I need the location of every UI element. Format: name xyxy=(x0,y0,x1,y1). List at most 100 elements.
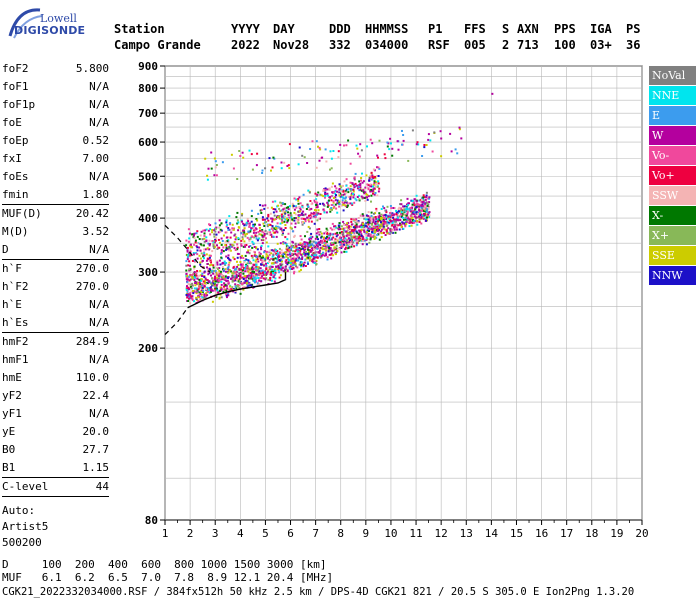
echo-point xyxy=(252,231,255,234)
echo-point xyxy=(336,250,339,253)
echo-point xyxy=(217,238,220,241)
echo-point xyxy=(419,198,422,201)
echo-point xyxy=(397,211,400,214)
echo-point xyxy=(238,272,241,275)
echo-point xyxy=(364,191,367,194)
param-group-confidence: C-level 44 xyxy=(2,478,109,496)
echo-point xyxy=(303,252,306,255)
echo-point xyxy=(370,227,373,230)
echo-point xyxy=(354,172,357,175)
echo-point xyxy=(241,238,244,241)
echo-point xyxy=(339,185,342,187)
echo-point xyxy=(222,275,225,278)
echo-point xyxy=(408,209,411,212)
echo-point xyxy=(406,220,409,223)
echo-point xyxy=(359,143,362,146)
echo-point xyxy=(284,218,287,221)
echo-point xyxy=(186,276,189,279)
echo-point xyxy=(344,201,346,204)
echo-point xyxy=(298,257,301,260)
echo-point xyxy=(247,270,250,273)
echo-point xyxy=(232,276,235,279)
echo-point xyxy=(304,241,307,244)
echo-point xyxy=(369,233,372,236)
echo-point xyxy=(428,216,431,219)
echo-point xyxy=(288,246,291,249)
echo-point xyxy=(399,223,402,226)
echo-point xyxy=(402,134,405,136)
echo-point xyxy=(274,269,277,272)
echo-point xyxy=(233,247,236,250)
echo-point xyxy=(374,185,377,188)
echo-point xyxy=(246,262,249,265)
echo-point xyxy=(255,218,258,220)
echo-point xyxy=(268,260,271,263)
echo-point xyxy=(293,208,296,211)
echo-point xyxy=(352,196,355,199)
echo-point xyxy=(206,178,209,181)
echo-point xyxy=(193,267,196,270)
echo-point xyxy=(255,265,258,268)
x-tick-label: 2 xyxy=(187,527,194,540)
echo-point xyxy=(372,225,375,228)
echo-point xyxy=(238,286,241,289)
echo-point xyxy=(330,207,333,209)
echo-point xyxy=(196,257,199,260)
echo-point xyxy=(194,241,197,244)
echo-point xyxy=(243,281,246,284)
echo-point xyxy=(201,291,204,294)
echo-point xyxy=(369,174,372,177)
echo-point xyxy=(248,245,250,248)
echo-point xyxy=(243,261,246,264)
echo-point xyxy=(215,174,218,177)
echo-point xyxy=(278,255,281,258)
echo-point xyxy=(284,213,287,215)
param-name: yF2 xyxy=(2,389,22,402)
echo-point xyxy=(417,143,420,146)
echo-point xyxy=(298,263,301,266)
echo-point xyxy=(257,266,260,269)
echo-point xyxy=(251,246,254,249)
echo-point xyxy=(194,282,197,284)
echo-point xyxy=(342,220,345,223)
echo-point xyxy=(286,261,289,264)
echo-point xyxy=(190,287,193,290)
echo-point xyxy=(390,142,392,145)
echo-point xyxy=(440,137,443,140)
echo-point xyxy=(263,251,266,254)
echo-point xyxy=(206,257,209,260)
echo-point xyxy=(392,228,395,231)
echo-point xyxy=(413,220,416,223)
echo-point xyxy=(258,279,261,282)
echo-point xyxy=(379,217,382,220)
echo-point xyxy=(226,240,229,243)
echo-point xyxy=(280,213,283,216)
echo-point xyxy=(193,232,196,235)
echo-point xyxy=(210,290,212,293)
echo-point xyxy=(244,278,246,281)
param-row-m-d-: M(D) 3.52 xyxy=(2,223,109,241)
echo-point xyxy=(406,213,409,216)
echo-point xyxy=(358,155,361,158)
echo-point xyxy=(293,235,296,238)
echo-point xyxy=(385,220,388,223)
echo-point xyxy=(234,291,237,294)
echo-point xyxy=(359,188,362,191)
echo-point xyxy=(227,281,230,284)
echo-point xyxy=(197,292,200,295)
echo-point xyxy=(421,209,423,212)
param-row-h-f2: h`F2 270.0 xyxy=(2,278,109,296)
echo-point xyxy=(330,204,333,206)
echo-point xyxy=(356,187,359,190)
echo-point xyxy=(349,202,352,205)
echo-point xyxy=(397,214,400,217)
echo-point xyxy=(306,244,309,247)
echo-point xyxy=(261,172,264,174)
echo-point xyxy=(332,201,335,204)
echo-point xyxy=(277,257,279,260)
echo-point xyxy=(193,300,196,303)
echo-point xyxy=(191,295,194,298)
echo-point xyxy=(208,272,211,274)
echo-point xyxy=(433,131,436,134)
